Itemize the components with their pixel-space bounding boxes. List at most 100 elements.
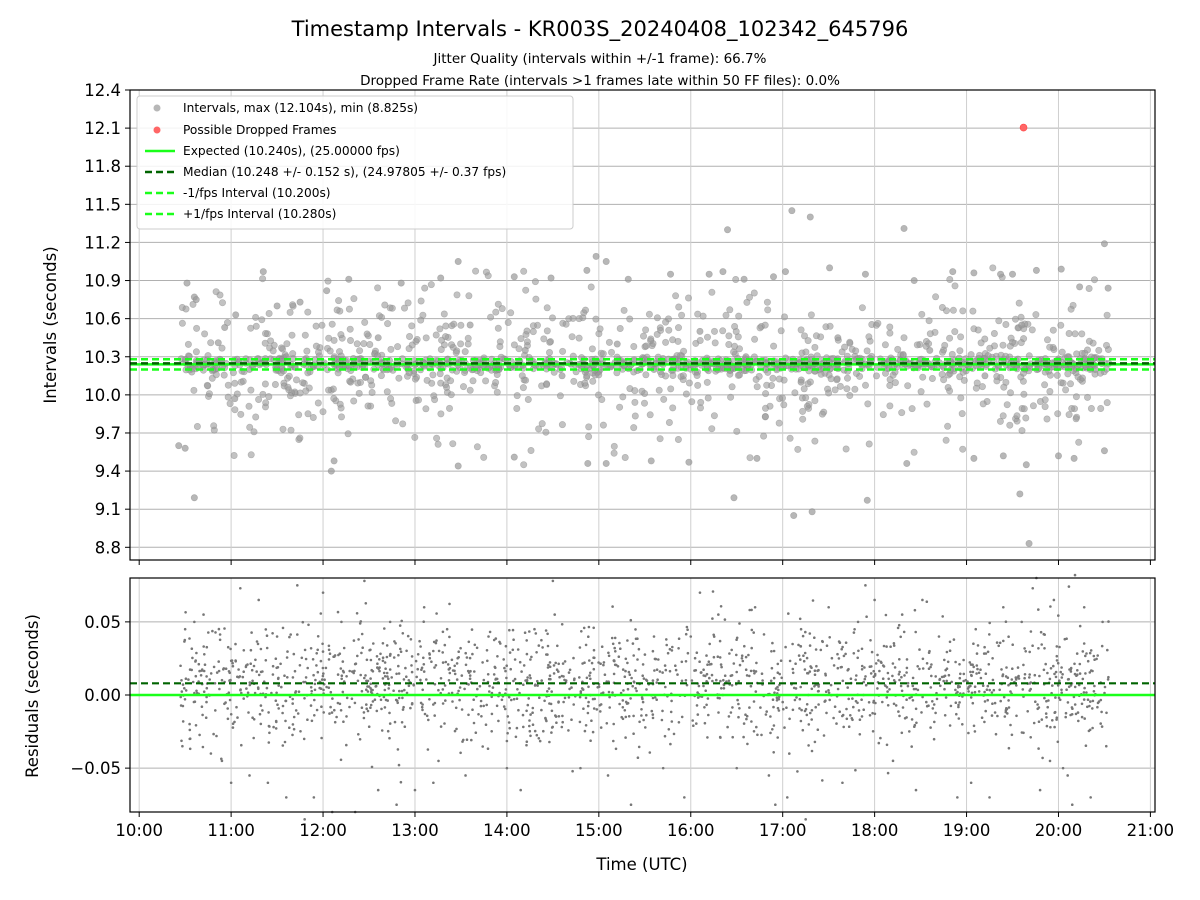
residual-point — [250, 668, 254, 672]
residual-point — [788, 717, 791, 721]
residual-point — [467, 640, 471, 644]
residual-point — [493, 665, 497, 669]
residual-point — [738, 707, 741, 710]
residual-point — [943, 687, 946, 691]
residual-point — [1067, 585, 1071, 588]
residual-point — [856, 620, 860, 624]
residual-point — [380, 707, 383, 711]
residual-point — [455, 727, 458, 731]
residual-point — [1063, 637, 1067, 641]
interval-point — [1057, 379, 1065, 387]
interval-point — [279, 425, 287, 433]
interval-point — [861, 381, 869, 389]
interval-point — [957, 333, 965, 341]
residual-point — [183, 698, 187, 701]
residual-point — [1010, 733, 1014, 737]
residual-point — [1045, 699, 1048, 703]
residual-point — [887, 677, 890, 681]
residual-point — [502, 658, 506, 661]
x-tick-label: 21:00 — [1127, 821, 1175, 840]
residual-point — [231, 664, 235, 668]
residual-point — [252, 736, 255, 740]
residual-point — [865, 615, 868, 618]
residual-point — [444, 699, 447, 702]
residual-point — [744, 655, 748, 659]
residual-point — [474, 731, 478, 734]
residual-point — [968, 661, 972, 664]
residual-point — [229, 647, 232, 651]
residual-point — [842, 654, 846, 658]
interval-point — [761, 404, 769, 412]
residual-point — [1039, 630, 1043, 634]
residual-point — [1096, 654, 1099, 657]
residual-point — [878, 669, 881, 673]
residual-point — [500, 698, 504, 702]
residual-point — [640, 708, 643, 711]
residual-point — [596, 686, 599, 689]
residual-point — [197, 662, 201, 666]
residual-point — [473, 670, 476, 673]
interval-point — [366, 340, 374, 348]
residual-point — [808, 644, 812, 647]
interval-point — [330, 457, 338, 465]
residual-point — [913, 725, 916, 728]
residual-point — [437, 688, 440, 692]
residual-point — [383, 627, 386, 630]
interval-point — [662, 338, 670, 346]
residual-point — [771, 728, 774, 731]
interval-point — [802, 348, 810, 356]
interval-point — [680, 347, 688, 355]
residual-point — [885, 645, 888, 648]
residual-point — [1064, 711, 1068, 715]
interval-point — [192, 348, 200, 356]
residual-point — [202, 645, 205, 648]
interval-point — [277, 344, 285, 352]
interval-point — [764, 306, 772, 314]
residual-point — [975, 652, 979, 655]
residual-point — [257, 673, 261, 677]
residual-point — [803, 668, 807, 671]
residual-point — [1042, 668, 1046, 672]
residual-point — [505, 664, 509, 667]
interval-point — [662, 318, 670, 326]
residual-point — [382, 671, 386, 675]
residual-point — [655, 668, 659, 671]
residual-point — [557, 662, 560, 666]
interval-point — [440, 310, 448, 318]
residual-point — [873, 598, 876, 602]
residual-point — [516, 648, 520, 651]
residual-point — [1020, 731, 1024, 734]
legend-label-median: Median (10.248 +/- 0.152 s), (24.97805 +… — [183, 165, 506, 179]
interval-point — [454, 257, 462, 265]
interval-point — [400, 304, 408, 312]
residual-point — [458, 698, 461, 702]
residual-point — [634, 637, 638, 641]
residual-point — [205, 675, 208, 678]
residual-point — [731, 706, 734, 709]
residual-point — [1037, 720, 1041, 723]
interval-point — [411, 433, 419, 441]
interval-point — [1013, 412, 1021, 420]
interval-point — [328, 320, 336, 328]
residual-point — [841, 679, 845, 683]
interval-point — [631, 398, 639, 406]
residual-point — [397, 672, 401, 675]
residual-point — [974, 627, 978, 631]
residual-point — [323, 678, 326, 681]
residual-point — [1055, 659, 1059, 662]
residual-point — [633, 681, 636, 684]
interval-point — [356, 347, 364, 355]
residual-point — [807, 723, 811, 726]
residual-point — [461, 740, 464, 743]
residual-point — [377, 667, 380, 671]
residual-point — [1060, 688, 1063, 692]
intervals-tick-label-y: 9.4 — [95, 462, 121, 481]
residual-point — [486, 673, 490, 676]
residual-point — [1023, 673, 1027, 676]
residual-point — [1080, 715, 1084, 719]
residual-point — [611, 605, 614, 608]
residual-point — [340, 620, 343, 624]
residual-point — [441, 651, 445, 654]
residual-point — [285, 656, 289, 659]
residual-point — [264, 695, 267, 699]
